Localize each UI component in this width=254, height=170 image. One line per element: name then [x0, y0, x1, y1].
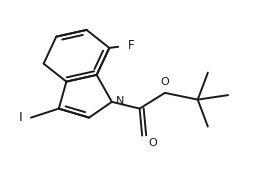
Text: I: I	[19, 111, 23, 124]
Text: O: O	[149, 138, 157, 148]
Text: F: F	[128, 39, 135, 52]
Text: N: N	[116, 96, 124, 106]
Text: O: O	[161, 77, 169, 87]
